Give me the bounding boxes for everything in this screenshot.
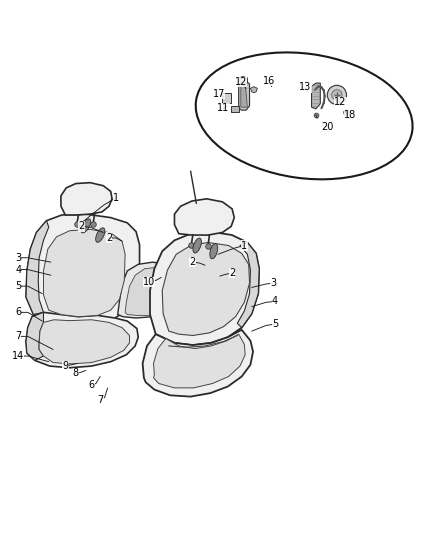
Text: 4: 4	[272, 296, 278, 306]
Text: 5: 5	[15, 281, 21, 291]
Polygon shape	[241, 84, 247, 107]
Polygon shape	[43, 229, 125, 317]
Text: 4: 4	[15, 264, 21, 274]
Polygon shape	[143, 330, 253, 397]
Text: 11: 11	[217, 103, 230, 114]
Text: 3: 3	[271, 278, 277, 288]
Text: 9: 9	[62, 361, 68, 371]
Polygon shape	[251, 87, 258, 93]
Polygon shape	[125, 268, 177, 316]
Polygon shape	[210, 244, 218, 259]
Polygon shape	[39, 320, 130, 364]
Polygon shape	[311, 83, 320, 109]
Polygon shape	[174, 199, 234, 235]
Text: 2: 2	[190, 257, 196, 267]
Text: 20: 20	[321, 122, 333, 132]
Polygon shape	[118, 262, 180, 318]
Polygon shape	[193, 238, 201, 253]
Text: 10: 10	[143, 277, 155, 287]
Text: 6: 6	[15, 308, 21, 317]
Polygon shape	[162, 243, 250, 335]
Text: 5: 5	[272, 319, 278, 329]
Polygon shape	[239, 81, 250, 110]
Polygon shape	[61, 183, 112, 215]
Text: 1: 1	[241, 240, 247, 251]
Text: 18: 18	[344, 110, 356, 119]
Text: 17: 17	[213, 89, 225, 99]
Ellipse shape	[196, 52, 413, 179]
Polygon shape	[95, 228, 105, 243]
Text: 1: 1	[113, 192, 120, 203]
Text: 7: 7	[15, 332, 21, 341]
Text: 12: 12	[334, 98, 346, 107]
Circle shape	[332, 90, 342, 100]
Polygon shape	[239, 77, 247, 84]
Text: 13: 13	[299, 83, 311, 93]
Polygon shape	[81, 219, 91, 233]
Text: 7: 7	[97, 394, 103, 405]
Polygon shape	[231, 106, 239, 111]
Text: 3: 3	[15, 253, 21, 263]
Circle shape	[327, 85, 346, 104]
Text: 2: 2	[106, 233, 112, 243]
Polygon shape	[26, 312, 43, 360]
Text: 8: 8	[73, 368, 79, 378]
Polygon shape	[26, 312, 138, 368]
Text: 2: 2	[229, 268, 235, 278]
Text: 6: 6	[88, 380, 95, 390]
Polygon shape	[26, 214, 140, 322]
Polygon shape	[153, 334, 245, 388]
Polygon shape	[237, 243, 259, 328]
Text: 16: 16	[263, 76, 276, 85]
Text: 12: 12	[235, 77, 247, 87]
Polygon shape	[26, 221, 49, 314]
Text: 2: 2	[78, 221, 85, 231]
Polygon shape	[150, 231, 259, 345]
Polygon shape	[223, 93, 231, 103]
Text: 14: 14	[12, 351, 24, 361]
